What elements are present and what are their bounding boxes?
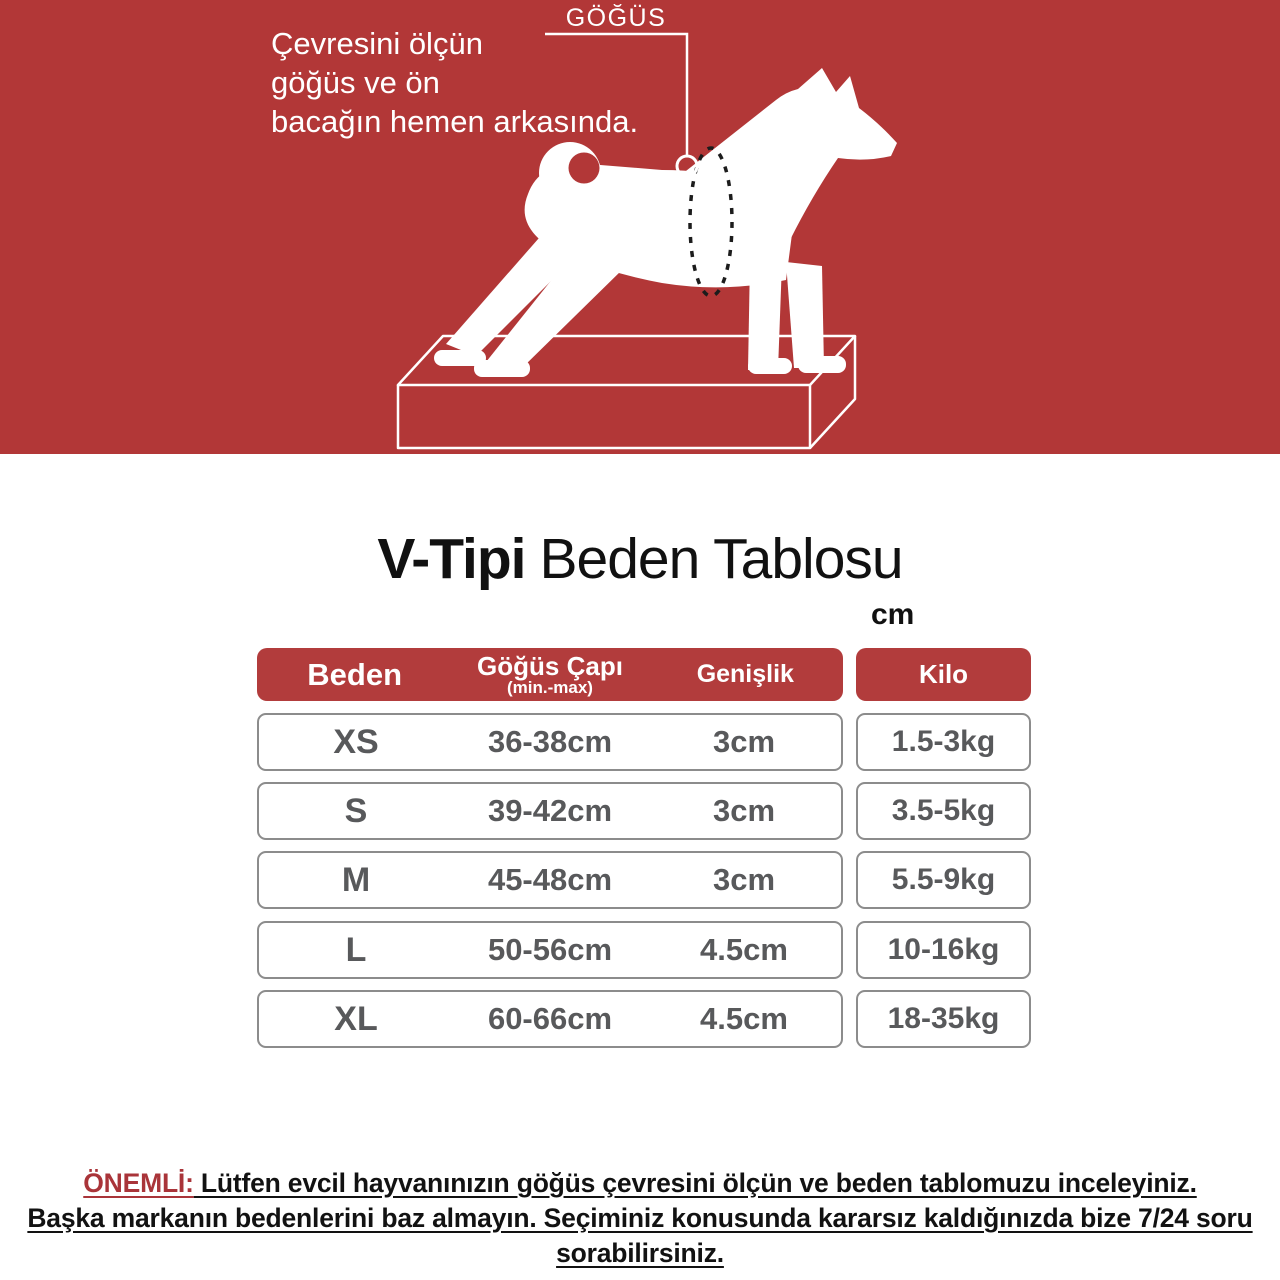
table-header-weight: Kilo xyxy=(856,648,1031,701)
measurement-banner: GÖĞÜS Çevresini ölçün göğüs ve ön bacağı… xyxy=(0,0,1280,454)
row-width: 4.5cm xyxy=(700,932,788,967)
important-note: ÖNEMLİ: Lütfen evcil hayvanınızın göğüs … xyxy=(0,1166,1280,1271)
row-width: 3cm xyxy=(712,793,776,828)
table-row: XL 60-66cm 4.5cm xyxy=(257,990,843,1048)
row-chest: 36-38cm xyxy=(487,724,613,759)
row-size: XS xyxy=(333,722,379,761)
table-row-weight: 3.5-5kg xyxy=(856,782,1031,840)
row-chest: 45-48cm xyxy=(487,862,613,897)
row-chest: 60-66cm xyxy=(487,1001,613,1036)
important-label: ÖNEMLİ: xyxy=(83,1168,194,1198)
table-row: S 39-42cm 3cm xyxy=(257,782,843,840)
chest-pointer-circle xyxy=(675,154,699,178)
chest-pointer-line xyxy=(545,32,689,155)
header-width: Genişlik xyxy=(696,659,794,688)
title-bold: V-Tipi xyxy=(377,527,526,591)
row-size: S xyxy=(344,791,368,830)
header-size: Beden xyxy=(307,656,403,692)
dog-measurement-illustration xyxy=(396,32,897,450)
note-line-2-text: Başka markanın bedenlerini baz almayın. … xyxy=(27,1203,1253,1268)
tail-crescent xyxy=(568,152,600,184)
header-chest-label: Göğüs Çapı xyxy=(477,650,623,681)
instruction-line-3: bacağın hemen arkasında. xyxy=(271,104,639,139)
chest-label: GÖĞÜS xyxy=(565,4,667,32)
instruction-line-1: Çevresini ölçün xyxy=(271,26,483,61)
table-row: M 45-48cm 3cm xyxy=(257,851,843,909)
row-size: M xyxy=(341,860,371,899)
header-chest: Göğüs Çapı (min.-max) xyxy=(452,653,647,697)
page-title: V-Tipi Beden Tablosu xyxy=(0,526,1280,592)
title-regular: Beden Tablosu xyxy=(539,527,904,591)
header-chest-sub: (min.-max) xyxy=(507,678,593,698)
measurement-instruction: Çevresini ölçün göğüs ve ön bacağın heme… xyxy=(271,24,638,141)
instruction-line-2: göğüs ve ön xyxy=(271,65,440,100)
unit-label: cm xyxy=(871,598,915,631)
row-width: 4.5cm xyxy=(700,1001,788,1036)
table-row-weight: 5.5-9kg xyxy=(856,851,1031,909)
row-width: 3cm xyxy=(712,862,776,897)
note-line-1: ÖNEMLİ: Lütfen evcil hayvanınızın göğüs … xyxy=(0,1166,1280,1201)
row-size: XL xyxy=(334,999,378,1038)
row-chest: 39-42cm xyxy=(487,793,613,828)
chest-measure-ellipse xyxy=(688,146,734,298)
table-row-weight: 1.5-3kg xyxy=(856,713,1031,771)
table-row-weight: 10-16kg xyxy=(856,921,1031,979)
measuring-box xyxy=(396,334,857,450)
row-size: L xyxy=(345,930,367,969)
note-line-2: Başka markanın bedenlerini baz almayın. … xyxy=(0,1201,1280,1271)
table-row: XS 36-38cm 3cm xyxy=(257,713,843,771)
table-row: L 50-56cm 4.5cm xyxy=(257,921,843,979)
row-chest: 50-56cm xyxy=(487,932,613,967)
dog-silhouette xyxy=(434,68,897,377)
row-width: 3cm xyxy=(712,724,776,759)
table-row-weight: 18-35kg xyxy=(856,990,1031,1048)
table-header-main: Beden Göğüs Çapı (min.-max) Genişlik xyxy=(257,648,843,701)
note-line-1-text: Lütfen evcil hayvanınızın göğüs çevresin… xyxy=(193,1168,1197,1198)
